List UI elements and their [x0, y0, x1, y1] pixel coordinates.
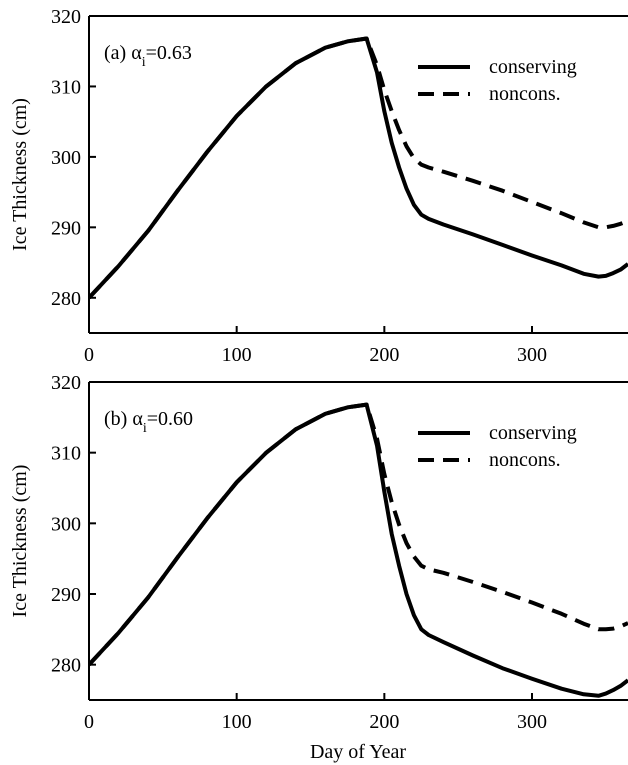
panel-label-value: =0.60	[147, 408, 193, 430]
panel-label: (b) αi=0.60	[104, 408, 193, 436]
y-tick-label: 320	[51, 6, 81, 28]
y-axis-title: Ice Thickness (cm)	[9, 465, 31, 618]
y-tick-label: 310	[51, 76, 81, 98]
panel-label: (a) αi=0.63	[104, 42, 192, 70]
x-tick-label: 100	[222, 344, 252, 366]
y-tick-label: 280	[51, 655, 81, 677]
x-tick-label: 0	[84, 711, 94, 733]
y-axis-title: Ice Thickness (cm)	[9, 98, 31, 251]
panel-a: 280 290 300 310 320 0 100 200 300 Ice Thickness (…	[9, 6, 628, 366]
noncons-series-line	[89, 402, 628, 667]
x-tick-label: 300	[517, 344, 547, 366]
legend-label: noncons.	[489, 83, 561, 105]
legend-label: conserving	[489, 422, 577, 444]
y-tick-label: 300	[51, 147, 81, 169]
panel-b: 280 290 300 310 320 0 100 200 300 Ice Thickness (…	[9, 372, 628, 733]
panel-label-subscript: i	[143, 421, 147, 436]
x-tick-label: 0	[84, 344, 94, 366]
legend-label: conserving	[489, 56, 577, 78]
panel-label-value: =0.63	[146, 42, 192, 64]
y-tick-label: 300	[51, 513, 81, 535]
panel-label-subscript: i	[142, 55, 146, 70]
y-tick-label: 290	[51, 584, 81, 606]
y-tick-label: 290	[51, 217, 81, 239]
noncons-series-line	[89, 36, 628, 300]
x-tick-label: 200	[369, 711, 399, 733]
legend-label: noncons.	[489, 449, 561, 471]
y-tick-label: 310	[51, 443, 81, 465]
x-tick-label: 100	[222, 711, 252, 733]
x-tick-label: 200	[369, 344, 399, 366]
x-tick-label: 300	[517, 711, 547, 733]
y-tick-label: 280	[51, 288, 81, 310]
panel-label-prefix: (a) α	[104, 42, 142, 64]
x-axis-title: Day of Year	[310, 741, 406, 763]
panel-label-prefix: (b) α	[104, 408, 143, 430]
y-tick-label: 320	[51, 372, 81, 394]
